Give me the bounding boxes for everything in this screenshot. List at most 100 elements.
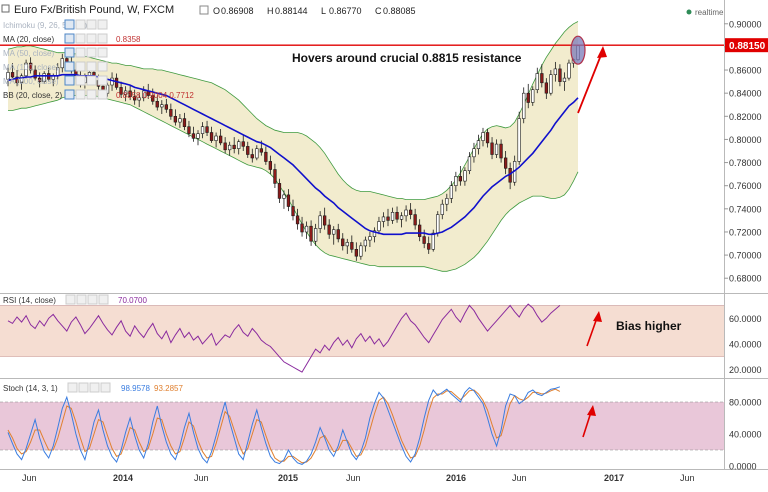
candle-up: [359, 245, 363, 257]
candle-down: [350, 242, 354, 250]
ohlc-key: L: [321, 6, 326, 16]
candle-down: [277, 183, 282, 199]
resistance-annotation: Hovers around crucial 0.8815 resistance: [292, 51, 522, 65]
eye-icon: [199, 5, 209, 15]
rsi-value: 70.0700: [118, 296, 147, 305]
settings-icon: [86, 89, 97, 100]
candle-up: [160, 104, 164, 108]
candle-down: [341, 238, 345, 247]
collapse-icon[interactable]: [1, 4, 10, 13]
panel-button-icon: [78, 382, 89, 393]
candle-up: [440, 203, 444, 215]
time-tick-label: Jun: [680, 473, 695, 483]
chart-title: Euro Fx/British Pound, W, FXCM: [14, 4, 174, 16]
candle-down: [246, 146, 250, 155]
stoch-tick-label: 0.0000: [729, 462, 757, 472]
stoch-label: Stoch (14, 3, 1): [3, 384, 58, 393]
candle-up: [105, 84, 110, 94]
candle-down: [164, 104, 169, 110]
candle-down: [386, 216, 390, 221]
time-tick-label: Jun: [194, 473, 209, 483]
candle-down: [232, 144, 236, 149]
time-axis: Jun 2014 Jun 2015 Jun 2016 Jun 2017 Jun: [22, 473, 695, 483]
candle-up: [368, 236, 372, 241]
panel-button-icon: [67, 382, 78, 393]
candle-down: [114, 77, 119, 88]
candle-up: [522, 92, 526, 119]
settings-icon: [86, 33, 97, 44]
rsi-legend: RSI (14, close) 70.0700: [3, 294, 147, 305]
rsi-line: [7, 303, 561, 373]
candle-down: [264, 151, 268, 162]
candle-up: [19, 75, 24, 84]
ohlc-value: 0.86908: [221, 6, 254, 16]
candle-up: [372, 230, 377, 237]
visibility-toggle-icon: [64, 89, 75, 100]
candle-up: [494, 143, 499, 155]
stoch-tick-label: 40.0000: [729, 430, 762, 440]
price-tick-label: 0.82000: [729, 112, 762, 122]
candle-up: [562, 77, 567, 82]
candle-down: [155, 101, 159, 108]
panel-button-icon: [100, 382, 111, 393]
candle-up: [431, 232, 435, 250]
candle-up: [567, 62, 571, 79]
resistance-price-label-bg: [725, 38, 768, 53]
candle-down: [458, 176, 463, 182]
candle-up: [436, 214, 440, 234]
settings-icon: [75, 33, 86, 44]
stoch-d-line: [7, 388, 561, 464]
candle-down: [499, 143, 503, 159]
panel-button-icon: [76, 294, 87, 305]
candle-down: [540, 73, 544, 84]
settings-icon: [75, 61, 86, 72]
candle-down: [191, 133, 196, 139]
candle-down: [119, 87, 123, 95]
candle-down: [273, 169, 277, 184]
candle-down: [219, 135, 223, 144]
candle-up: [332, 229, 336, 235]
settings-icon: [75, 89, 86, 100]
time-tick-label: 2016: [446, 473, 466, 483]
candle-up: [345, 242, 349, 247]
candle-down: [209, 132, 214, 141]
candle-down: [417, 224, 422, 237]
candle-down: [327, 224, 331, 235]
settings-icon: [97, 75, 108, 86]
realtime-dot-icon: [686, 9, 692, 15]
candle-down: [422, 236, 426, 244]
settings-icon: [75, 19, 86, 30]
time-tick-label: Jun: [22, 473, 37, 483]
stoch-tick-label: 80.0000: [729, 398, 762, 408]
candle-down: [490, 142, 494, 155]
candle-down: [33, 69, 37, 79]
time-tick-label: 2015: [278, 473, 298, 483]
candle-up: [454, 176, 458, 186]
candle-down: [187, 126, 191, 134]
price-axis: 0.900000.880000.860000.840000.820000.800…: [724, 19, 762, 472]
candle-down: [286, 194, 291, 207]
settings-icon: [86, 61, 97, 72]
candle-up: [399, 215, 404, 220]
price-tick-label: 0.86000: [729, 66, 762, 76]
candle-up: [476, 140, 481, 150]
candle-up: [304, 225, 309, 233]
candle-up: [449, 185, 454, 199]
price-tick-label: 0.70000: [729, 251, 762, 261]
ohlc-value: 0.88144: [275, 6, 308, 16]
indicator-label: MA (100, close): [3, 63, 59, 72]
price-tick-label: 0.76000: [729, 181, 762, 191]
candle-down: [133, 96, 137, 101]
candle-down: [205, 126, 209, 133]
price-tick-label: 0.72000: [729, 227, 762, 237]
rsi-tick-label: 20.0000: [729, 365, 762, 375]
price-tick-label: 0.80000: [729, 135, 762, 145]
candle-up: [137, 97, 141, 101]
chart-header: Euro Fx/British Pound, W, FXCM O 0.86908 H…: [1, 4, 724, 17]
ohlc-value: 0.88085: [383, 6, 416, 16]
ohlc-value: 0.86770: [329, 6, 362, 16]
panel-button-icon: [65, 294, 76, 305]
indicator-list: Ichimoku (9, 26, 52, 26) MA (20, close) 0.…: [3, 19, 194, 100]
